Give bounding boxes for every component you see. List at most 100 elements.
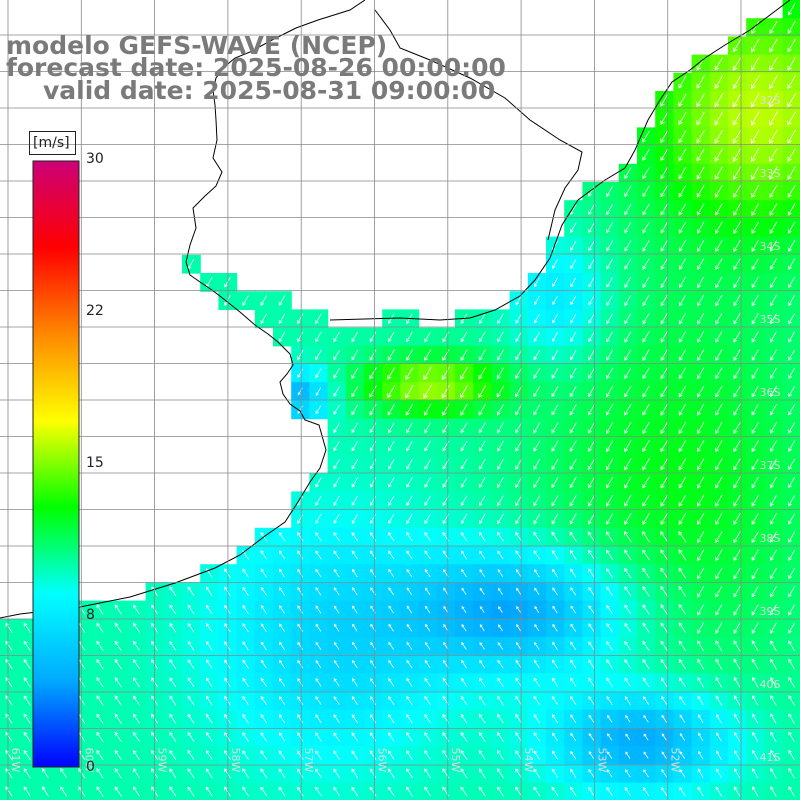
wind-cell — [455, 436, 474, 456]
wind-arrow — [406, 695, 413, 706]
wind-arrow — [696, 129, 705, 144]
wind-cell — [728, 291, 747, 310]
wind-arrow — [733, 312, 741, 325]
wind-arrow — [697, 567, 705, 580]
wind-arrow — [352, 641, 358, 650]
wind-cell — [691, 400, 711, 420]
wind-arrow — [297, 532, 304, 542]
colorbar-tick-label: 8 — [86, 607, 95, 623]
wind-cell — [673, 364, 693, 383]
wind-arrow — [587, 476, 595, 489]
wind-arrow — [315, 532, 322, 542]
wind-cell — [746, 200, 765, 219]
wind-cell — [400, 327, 420, 347]
wind-cell — [709, 54, 729, 74]
wind-arrow — [570, 568, 577, 578]
wind-cell — [673, 491, 693, 511]
wind-arrow — [461, 659, 467, 669]
wind-arrow — [588, 259, 595, 270]
wind-arrow — [460, 768, 468, 779]
wind-arrow — [733, 331, 741, 343]
wind-arrow — [333, 732, 340, 742]
wind-arrow — [697, 622, 705, 634]
wind-arrow — [642, 586, 650, 597]
wind-arrow — [479, 477, 486, 488]
wind-cell — [637, 400, 656, 420]
wind-arrow — [351, 477, 358, 488]
longitude-label: 56W — [376, 748, 389, 773]
wind-arrow — [406, 786, 413, 797]
wind-arrow — [315, 513, 322, 524]
wind-arrow — [551, 677, 559, 687]
wind-cell — [709, 455, 729, 474]
wind-arrow — [769, 74, 778, 90]
wind-arrow — [643, 751, 649, 759]
longitude-label: 59W — [156, 748, 169, 773]
wind-arrow — [769, 111, 778, 126]
wind-arrow — [515, 513, 522, 525]
wind-cell — [364, 509, 383, 529]
wind-arrow — [715, 367, 723, 380]
wind-arrow — [388, 422, 395, 434]
wind-cell — [746, 36, 765, 56]
wind-arrow — [315, 768, 322, 779]
wind-arrow — [733, 221, 741, 234]
wind-arrow — [351, 495, 358, 506]
wind-arrow — [606, 403, 614, 416]
wind-arrow — [750, 93, 760, 108]
wind-cell — [36, 782, 56, 800]
wind-cell — [291, 400, 310, 420]
wind-cell — [637, 291, 656, 310]
wind-arrow — [242, 641, 249, 651]
wind-cell — [291, 364, 310, 383]
wind-cell — [436, 400, 456, 420]
wind-arrow — [606, 604, 613, 615]
wind-arrow — [715, 585, 723, 598]
wind-arrow — [405, 403, 414, 416]
wind-arrow — [788, 349, 796, 361]
wind-arrow — [697, 440, 705, 453]
wind-arrow — [551, 476, 559, 489]
wind-cell — [764, 564, 784, 583]
wind-arrow — [788, 586, 796, 598]
wind-arrow — [770, 313, 777, 325]
wind-arrow — [497, 313, 504, 324]
wind-cell — [582, 273, 602, 292]
wind-arrow — [750, 129, 760, 144]
wind-arrow — [624, 622, 632, 633]
wind-arrow — [678, 385, 687, 398]
wind-arrow — [388, 459, 395, 470]
wind-arrow — [752, 731, 759, 742]
wind-arrow — [242, 586, 249, 596]
wind-arrow — [114, 695, 122, 706]
wind-arrow — [606, 641, 613, 651]
wind-cell — [637, 436, 656, 456]
wind-arrow — [697, 658, 704, 670]
wind-cell — [618, 218, 638, 238]
wind-cell — [600, 473, 620, 492]
wind-arrow — [388, 605, 394, 614]
wind-cell — [491, 509, 511, 529]
wind-arrow — [642, 331, 650, 343]
wind-cell — [600, 291, 620, 310]
wind-cell — [473, 473, 492, 492]
wind-arrow — [169, 731, 177, 742]
wind-arrow — [625, 714, 631, 723]
wind-arrow — [388, 641, 395, 650]
wind-arrow — [424, 349, 432, 361]
wind-cell — [473, 345, 492, 365]
wind-arrow — [260, 750, 268, 760]
wind-arrow — [678, 549, 687, 561]
wind-arrow — [624, 677, 632, 688]
wind-cell — [509, 364, 529, 383]
wind-arrow — [606, 714, 613, 723]
wind-cell — [582, 436, 602, 456]
wind-arrow — [60, 786, 68, 797]
wind-arrow — [678, 604, 687, 615]
model-title: modelo GEFS-WAVE (NCEP) — [6, 31, 388, 60]
wind-arrow — [587, 494, 595, 507]
wind-cell — [491, 491, 511, 511]
wind-arrow — [369, 422, 377, 434]
wind-cell — [637, 455, 656, 474]
wind-cell — [436, 345, 456, 365]
